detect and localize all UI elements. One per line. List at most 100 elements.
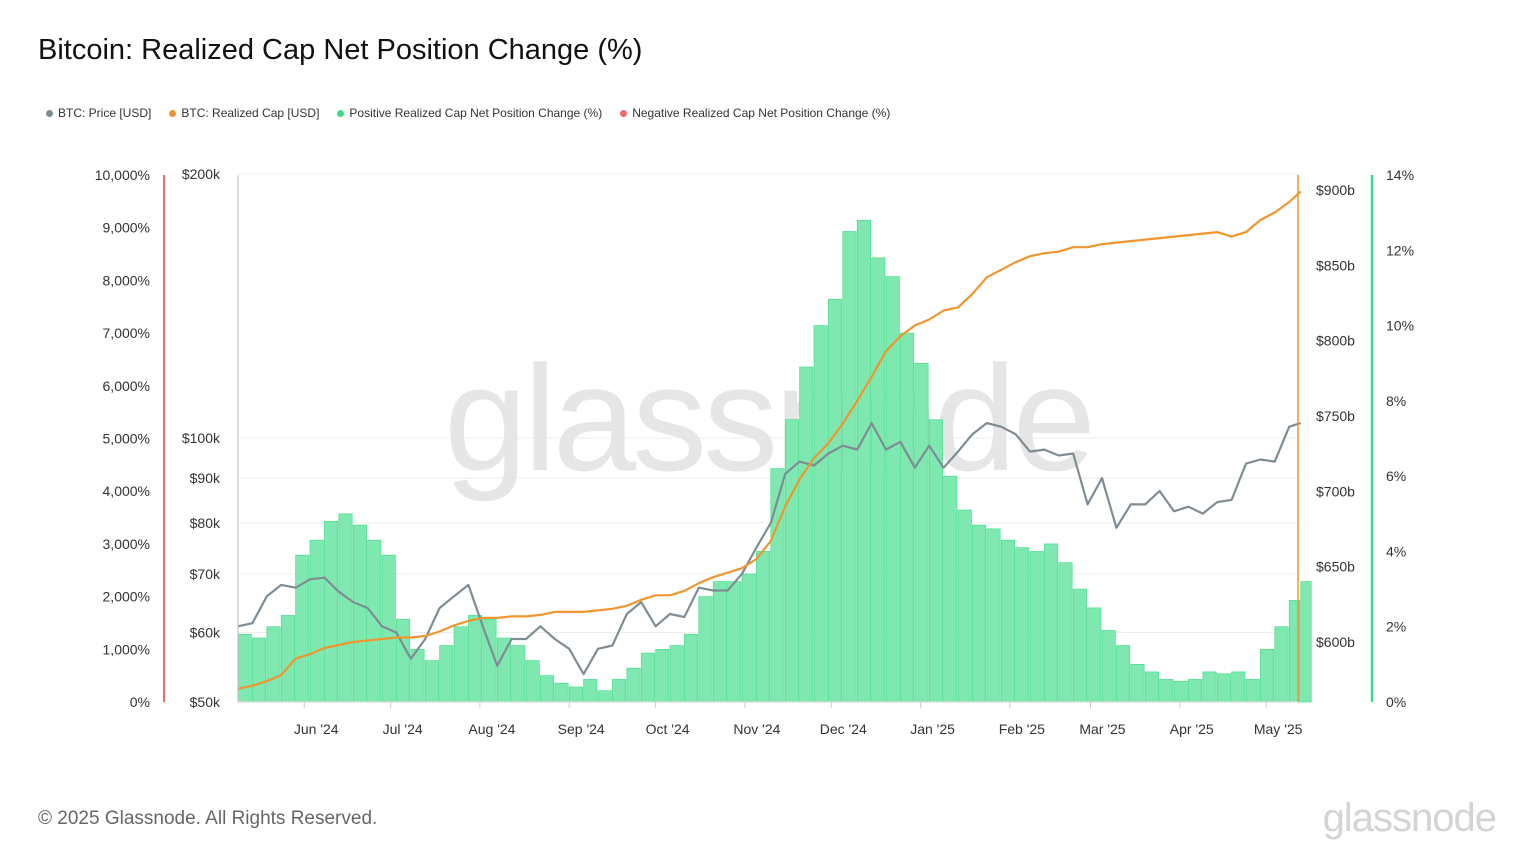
- positive-change-bar: [1015, 547, 1030, 703]
- legend-dot-price: [46, 109, 53, 117]
- positive-change-bar: [640, 652, 655, 703]
- negative-pct-tick-label: 3,000%: [103, 536, 150, 552]
- positive-change-bar: [784, 419, 799, 703]
- positive-change-bar: [871, 257, 886, 703]
- positive-change-bar: [698, 596, 713, 703]
- legend-item-price[interactable]: BTC: Price [USD]: [46, 106, 151, 120]
- realized-cap-line: [237, 190, 1302, 690]
- legend-item-realized-cap[interactable]: BTC: Realized Cap [USD]: [169, 106, 319, 120]
- positive-pct-tick-label: 6%: [1386, 468, 1406, 484]
- negative-pct-tick-label: 5,000%: [103, 431, 150, 447]
- glassnode-logo: glassnode: [1322, 796, 1497, 840]
- positive-change-bar: [1260, 648, 1275, 703]
- positive-change-bar: [756, 551, 771, 703]
- positive-change-bar: [669, 645, 684, 703]
- positive-change-bar: [943, 475, 958, 703]
- negative-pct-tick-label: 7,000%: [103, 325, 150, 341]
- positive-change-bar: [1029, 551, 1044, 703]
- positive-change-bar: [280, 615, 295, 703]
- positive-change-bar: [525, 660, 540, 703]
- x-tick-label: Mar '25: [1079, 721, 1125, 737]
- positive-change-bar: [1274, 626, 1289, 703]
- positive-change-bar: [266, 626, 281, 703]
- legend-item-positive[interactable]: Positive Realized Cap Net Position Chang…: [337, 106, 602, 120]
- price-tick-label: $100k: [182, 430, 221, 446]
- negative-pct-tick-label: 1,000%: [103, 641, 150, 657]
- positive-change-bar: [727, 581, 742, 703]
- positive-change-bar: [1144, 671, 1159, 703]
- positive-change-bar: [496, 637, 511, 703]
- positive-change-bar: [597, 690, 612, 703]
- positive-bars: [237, 219, 1312, 703]
- positive-change-bar: [1216, 673, 1231, 703]
- negative-pct-tick-label: 4,000%: [103, 483, 150, 499]
- positive-change-bar: [324, 521, 339, 703]
- positive-change-bar: [1188, 679, 1203, 703]
- positive-change-bar: [424, 660, 439, 703]
- positive-change-bar: [626, 667, 641, 703]
- realized-cap-tick-label: $650b: [1316, 559, 1355, 575]
- positive-change-bar: [1300, 581, 1312, 703]
- positive-change-bar: [828, 298, 843, 703]
- positive-change-bar: [1044, 543, 1059, 703]
- positive-change-bar: [612, 679, 627, 703]
- positive-change-bar: [511, 645, 526, 703]
- positive-change-bar: [439, 645, 454, 703]
- realized-cap-tick-label: $700b: [1316, 483, 1355, 499]
- positive-pct-tick-label: 12%: [1386, 242, 1414, 258]
- negative-pct-tick-label: 0%: [130, 694, 150, 710]
- positive-change-bar: [1130, 664, 1145, 703]
- legend-label: Negative Realized Cap Net Position Chang…: [632, 106, 891, 120]
- positive-change-bar: [309, 539, 324, 703]
- watermark: glassnode: [444, 334, 1092, 502]
- positive-change-bar: [684, 633, 699, 703]
- positive-change-bar: [1231, 671, 1246, 703]
- x-tick-label: Oct '24: [646, 721, 690, 737]
- positive-change-bar: [252, 637, 267, 703]
- positive-change-bar: [655, 648, 670, 703]
- legend: BTC: Price [USD] BTC: Realized Cap [USD]…: [46, 106, 890, 120]
- axes: $50k $60k $70k $80k $90k $100k $200k 0% 1,000% 2,…: [95, 166, 1414, 737]
- legend-item-negative[interactable]: Negative Realized Cap Net Position Chang…: [620, 106, 890, 120]
- positive-change-bar: [1087, 607, 1102, 703]
- legend-label: BTC: Price [USD]: [58, 106, 152, 120]
- positive-change-bar: [1000, 539, 1015, 703]
- positive-change-bar: [468, 615, 483, 703]
- positive-change-bar: [352, 524, 367, 703]
- positive-change-bar: [856, 219, 871, 703]
- x-tick-label: Dec '24: [820, 721, 867, 737]
- positive-pct-tick-label: 2%: [1386, 619, 1406, 635]
- negative-pct-tick-label: 2,000%: [103, 589, 150, 605]
- positive-change-bar: [453, 626, 468, 703]
- negative-pct-tick-label: 6,000%: [103, 378, 150, 394]
- positive-pct-tick-label: 14%: [1386, 167, 1414, 183]
- legend-dot-negative: [620, 109, 628, 117]
- positive-change-bar: [1116, 645, 1131, 703]
- positive-pct-tick-label: 4%: [1386, 543, 1406, 559]
- chart-title: Bitcoin: Realized Cap Net Position Chang…: [38, 34, 643, 66]
- positive-change-bar: [1173, 680, 1188, 703]
- negative-pct-tick-label: 9,000%: [103, 220, 150, 236]
- positive-change-bar: [583, 679, 598, 703]
- x-tick-label: Nov '24: [733, 721, 780, 737]
- price-tick-label: $80k: [190, 515, 221, 531]
- positive-change-bar: [1245, 679, 1260, 703]
- series-lines: [237, 190, 1302, 690]
- positive-change-bar: [1101, 630, 1116, 703]
- realized-cap-tick-label: $600b: [1316, 634, 1355, 650]
- positive-change-bar: [554, 682, 569, 703]
- positive-change-bar: [914, 362, 929, 703]
- positive-change-bar: [712, 581, 727, 703]
- positive-pct-tick-label: 0%: [1386, 694, 1406, 710]
- realized-cap-tick-label: $900b: [1316, 182, 1355, 198]
- price-tick-label: $90k: [190, 470, 221, 486]
- x-tick-label: Jun '24: [294, 721, 339, 737]
- legend-label: Positive Realized Cap Net Position Chang…: [349, 106, 603, 120]
- realized-cap-tick-label: $850b: [1316, 257, 1355, 273]
- positive-change-bar: [338, 513, 353, 703]
- positive-change-bar: [900, 332, 915, 703]
- positive-change-bar: [1202, 671, 1217, 703]
- x-tick-label: Sep '24: [558, 721, 605, 737]
- positive-change-bar: [396, 618, 411, 703]
